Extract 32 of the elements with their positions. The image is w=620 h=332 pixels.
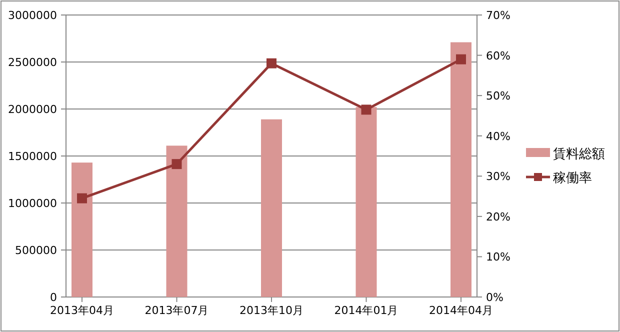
legend-label: 賃料総額 xyxy=(553,147,605,162)
y-tick-label: 3000000 xyxy=(8,9,57,22)
y-tick-label: 1000000 xyxy=(8,197,57,210)
point xyxy=(77,193,87,204)
y-tick-label: 500000 xyxy=(15,244,57,257)
x-tick-label: 2014年01月 xyxy=(334,304,398,317)
x-tick-label: 2013年10月 xyxy=(240,304,304,317)
x-tick-label: 2014年04月 xyxy=(429,304,493,317)
bar xyxy=(166,146,188,297)
y2-tick-label: 70% xyxy=(486,9,510,22)
y-tick-label: 2000000 xyxy=(8,103,57,116)
point xyxy=(266,58,276,68)
y-tick-label: 1500000 xyxy=(8,150,57,163)
bar xyxy=(261,119,282,297)
y2-tick-label: 10% xyxy=(486,250,510,264)
legend-label: 稼働率 xyxy=(553,170,592,186)
y2-tick-label: 60% xyxy=(486,49,510,62)
y2-tick-label: 30% xyxy=(486,170,510,184)
x-tick-label: 2013年04月 xyxy=(50,304,114,317)
y-tick-label: 0 xyxy=(50,291,57,304)
point xyxy=(361,104,372,115)
y2-tick-label: 20% xyxy=(486,210,510,224)
bar xyxy=(450,42,472,297)
y2-tick-label: 50% xyxy=(486,90,510,103)
bar xyxy=(72,162,92,297)
x-tick-label: 2013年07月 xyxy=(144,304,209,317)
point xyxy=(456,54,466,64)
y2-tick-label: 0% xyxy=(486,291,504,304)
point xyxy=(172,159,182,170)
y-tick-label: 2500000 xyxy=(8,56,57,69)
y2-tick-label: 40% xyxy=(486,130,510,143)
bar xyxy=(356,107,377,297)
